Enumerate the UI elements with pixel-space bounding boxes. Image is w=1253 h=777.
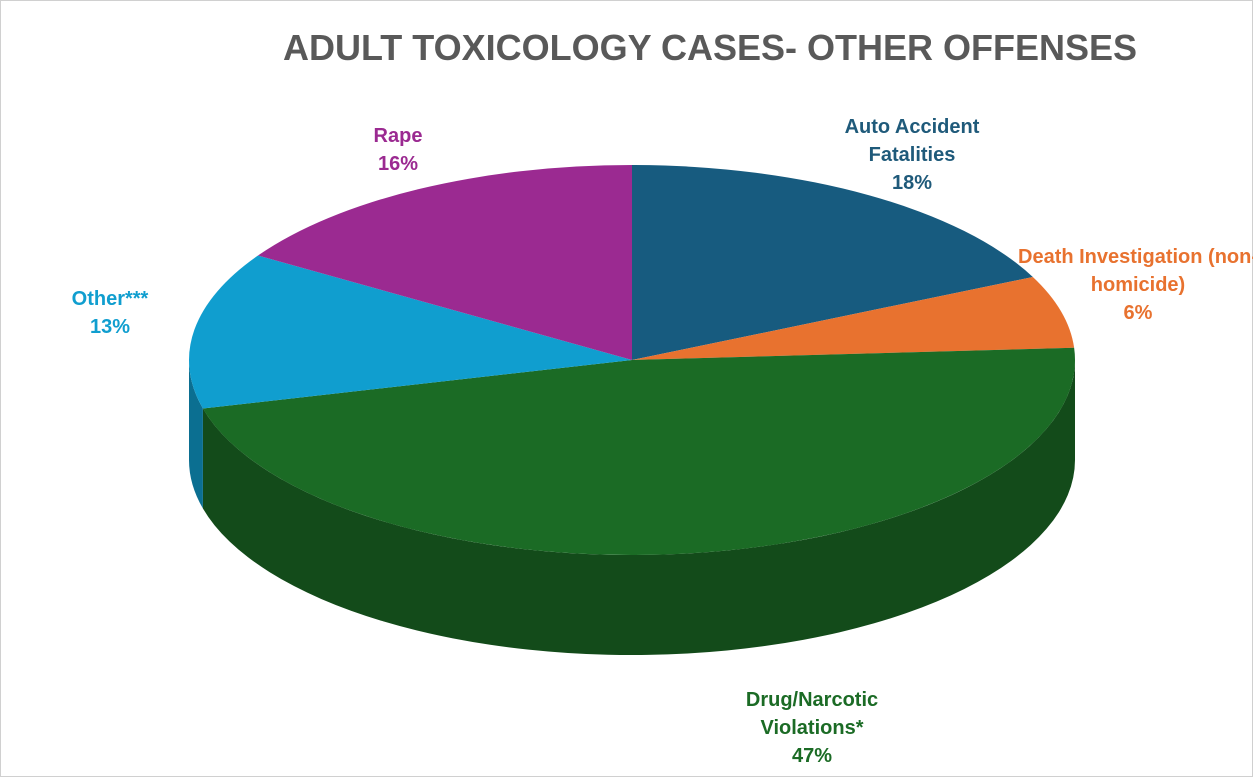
value-label: 16%: [377, 153, 419, 175]
value-label: 13%: [89, 316, 131, 338]
data-label: Other*** 13%: [50, 285, 170, 341]
value-label: 18%: [891, 172, 933, 194]
slice: [257, 165, 632, 360]
slice-side: [189, 360, 203, 509]
chart-title: ADULT TOXICOLOGY CASES- OTHER OFFENSES: [282, 27, 1138, 68]
data-label: Death Investigation (non-homicide) 6%: [1018, 243, 1253, 327]
slice: [632, 165, 1033, 360]
value-label: 47%: [791, 745, 833, 767]
category-label: Auto Accident Fatalities: [844, 116, 980, 166]
data-label: Auto Accident Fatalities 18%: [822, 113, 1002, 197]
category-label: Death Investigation (non-homicide): [1018, 246, 1253, 296]
slice: [189, 255, 632, 409]
slice: [632, 276, 1075, 360]
category-label: Other***: [71, 288, 149, 310]
category-label: Rape: [373, 125, 423, 147]
slice: [202, 347, 1075, 555]
value-label: 6%: [1123, 302, 1153, 324]
data-label: Rape 16%: [338, 122, 458, 178]
slice-side: [202, 360, 1075, 656]
category-label: Drug/Narcotic Violations*: [745, 689, 879, 739]
data-label: Drug/Narcotic Violations* 47%: [732, 686, 892, 770]
